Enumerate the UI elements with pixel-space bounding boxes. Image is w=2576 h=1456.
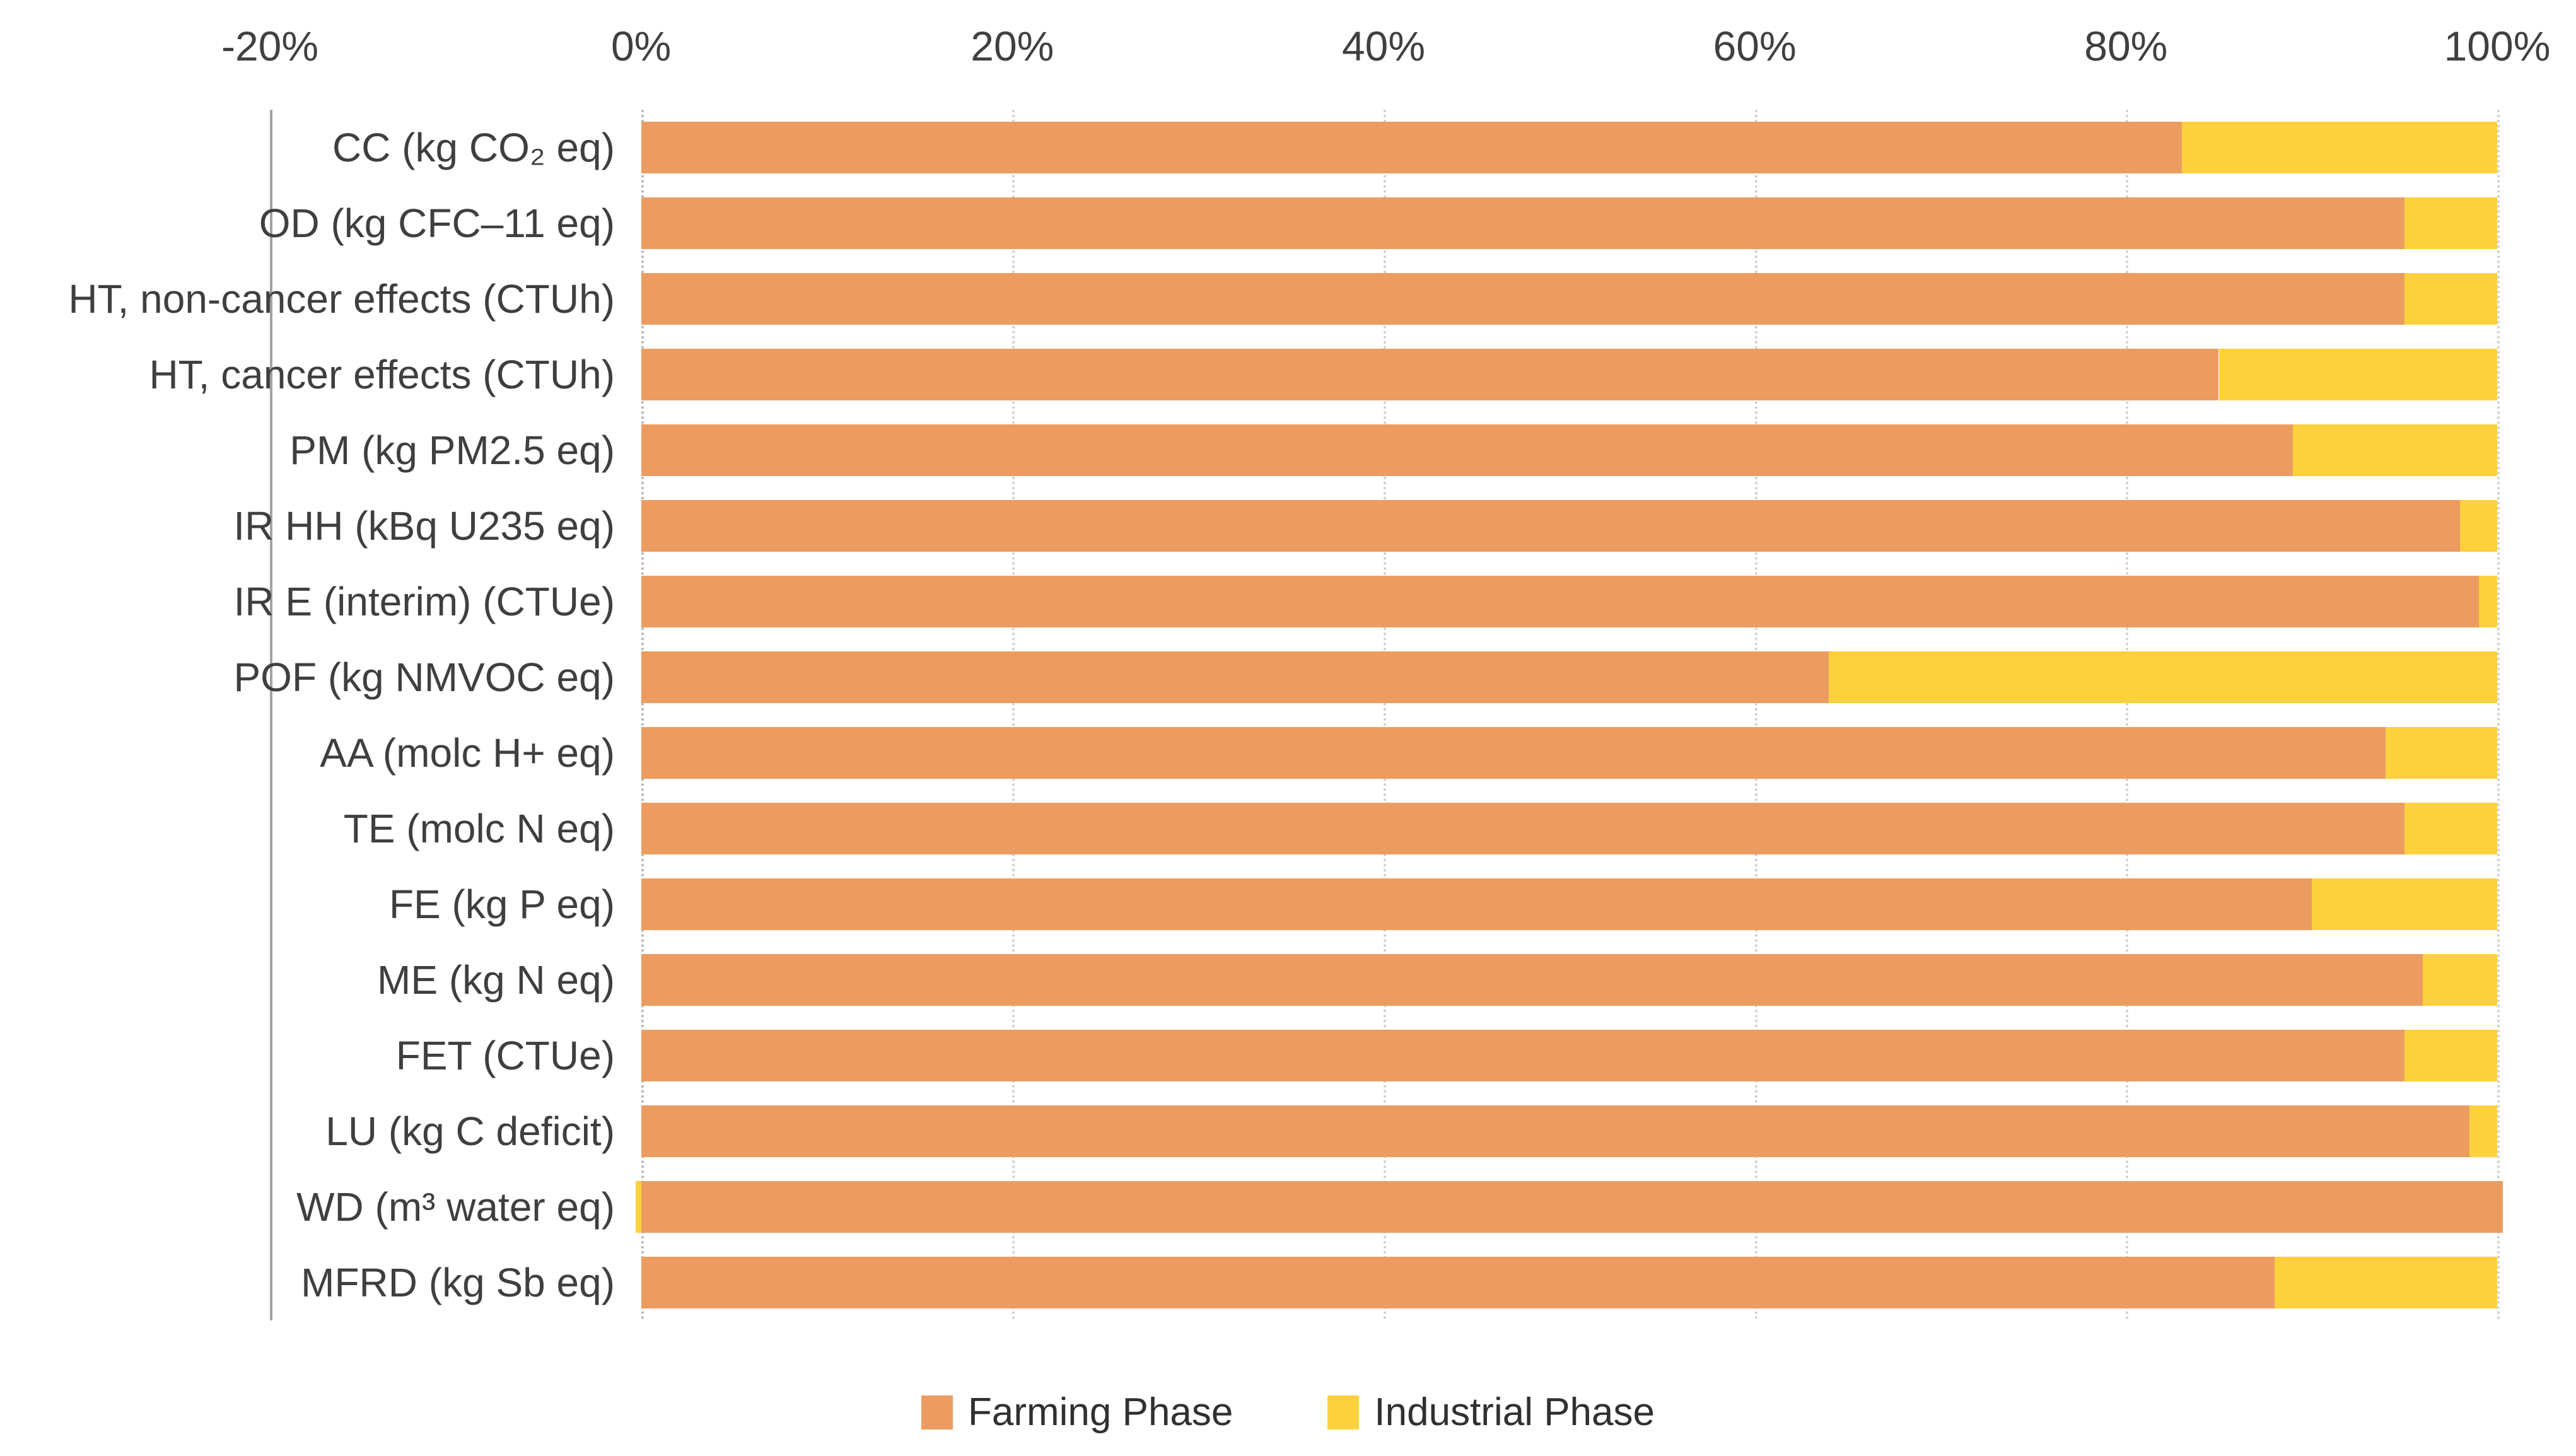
bar-segment-farming <box>641 651 1829 703</box>
bar-row <box>270 273 2497 325</box>
bar-segment-industrial <box>635 1181 641 1233</box>
category-label: LU (kg C deficit) <box>325 1109 615 1154</box>
bar-segment-farming <box>641 424 2293 476</box>
bar-row <box>270 424 2497 476</box>
bar-segment-farming <box>641 1105 2469 1157</box>
bar-row <box>270 954 2497 1006</box>
bar-row <box>270 1181 2503 1233</box>
bar-segment-industrial <box>2404 197 2497 249</box>
bar-row <box>270 651 2497 703</box>
bar-row <box>270 878 2497 930</box>
legend: Farming Phase Industrial Phase <box>0 1378 2576 1447</box>
bar-segment-industrial <box>2311 878 2497 930</box>
bar-row <box>270 1105 2497 1157</box>
x-tick-label: -20% <box>221 23 319 69</box>
legend-item: Farming Phase <box>921 1393 1233 1432</box>
bar-segment-farming <box>641 1257 2275 1308</box>
legend-label: Farming Phase <box>967 1390 1233 1434</box>
legend-swatch-icon <box>1327 1395 1360 1430</box>
bar-segment-industrial <box>1829 651 2497 703</box>
bar-segment-farming <box>641 878 2312 930</box>
bar-segment-farming <box>641 197 2404 249</box>
category-label: MFRD (kg Sb eq) <box>301 1260 615 1305</box>
bar-segment-industrial <box>2218 349 2497 400</box>
bar-row <box>270 122 2497 173</box>
bar-segment-farming <box>641 727 2386 779</box>
gridline <box>1012 110 1015 1320</box>
category-label: FE (kg P eq) <box>388 882 615 927</box>
plot-area <box>270 110 2503 1320</box>
x-tick-label: 40% <box>1341 23 1426 69</box>
category-label: POF (kg NMVOC eq) <box>233 655 615 700</box>
bar-segment-farming <box>641 576 2479 627</box>
bar-segment-industrial <box>2404 1030 2497 1081</box>
bar-segment-farming <box>641 954 2423 1006</box>
category-label: HT, cancer effects (CTUh) <box>149 352 615 397</box>
category-label: TE (molc N eq) <box>343 806 615 851</box>
category-label: WD (m³ water eq) <box>296 1184 615 1230</box>
gridline <box>1754 110 1757 1320</box>
bar-segment-industrial <box>2478 576 2497 627</box>
bar-segment-farming <box>641 349 2219 400</box>
bar-segment-farming <box>641 1181 2503 1233</box>
bar-segment-industrial <box>2404 803 2497 854</box>
y-axis-labels: CC (kg CO₂ eq) OD (kg CFC–11 eq) HT, non-c… <box>0 110 615 1320</box>
gridline <box>270 110 272 1320</box>
bar-segment-farming <box>641 1030 2404 1081</box>
bar-row <box>270 576 2497 627</box>
bar-row <box>270 349 2497 400</box>
zero-axis-line <box>641 110 644 1320</box>
bar-segment-farming <box>641 803 2404 854</box>
bar-row <box>270 1030 2497 1081</box>
bar-segment-industrial <box>2469 1105 2497 1157</box>
gridline <box>1384 110 1386 1320</box>
category-label: FET (CTUe) <box>395 1033 615 1078</box>
bar-segment-industrial <box>2274 1257 2497 1308</box>
bar-segment-industrial <box>2460 500 2497 552</box>
bar-segment-farming <box>641 122 2182 173</box>
legend-swatch-icon <box>921 1395 953 1430</box>
bar-row <box>270 1257 2497 1308</box>
bar-segment-farming <box>641 273 2404 325</box>
x-tick-label: 100% <box>2444 23 2551 69</box>
bar-row <box>270 500 2497 552</box>
gridline <box>2497 110 2500 1320</box>
bar-row <box>270 197 2497 249</box>
bar-segment-industrial <box>2386 727 2497 779</box>
category-label: CC (kg CO₂ eq) <box>332 125 615 170</box>
legend-label: Industrial Phase <box>1374 1390 1655 1434</box>
bar-segment-industrial <box>2181 122 2497 173</box>
category-label: IR E (interim) (CTUe) <box>233 579 615 624</box>
bar-row <box>270 803 2497 854</box>
x-tick-label: 0% <box>610 23 672 69</box>
category-label: ME (kg N eq) <box>377 957 615 1003</box>
bar-segment-industrial <box>2404 273 2497 325</box>
category-label: PM (kg PM2.5 eq) <box>289 428 615 473</box>
x-tick-label: 80% <box>2084 23 2168 69</box>
legend-item: Industrial Phase <box>1327 1393 1655 1432</box>
gridline <box>2126 110 2129 1320</box>
category-label: HT, non-cancer effects (CTUh) <box>68 276 615 322</box>
bar-row <box>270 727 2497 779</box>
x-tick-label: 60% <box>1713 23 1797 69</box>
bar-segment-industrial <box>2423 954 2497 1006</box>
category-label: AA (molc H+ eq) <box>320 730 615 776</box>
category-label: OD (kg CFC–11 eq) <box>259 201 615 246</box>
x-tick-label: 20% <box>970 23 1054 69</box>
x-axis: -20% 0% 20% 40% 60% 80% 100% <box>0 0 2576 88</box>
category-label: IR HH (kBq U235 eq) <box>233 503 615 549</box>
bar-segment-farming <box>641 500 2461 552</box>
bar-segment-industrial <box>2293 424 2497 476</box>
